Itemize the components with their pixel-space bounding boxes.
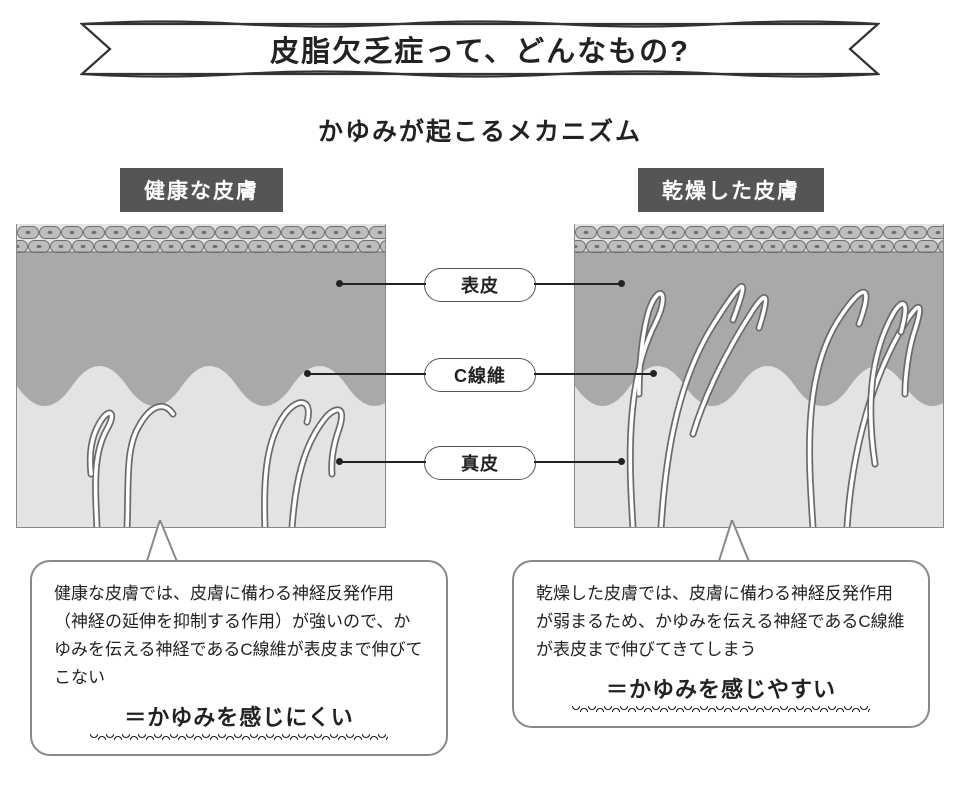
label-epidermis: 表皮 (424, 268, 536, 302)
connector-dot (650, 370, 657, 377)
connector-line (340, 283, 426, 285)
page: 皮脂欠乏症って、どんなもの? かゆみが起こるメカニズム 健康な皮膚 乾燥した皮膚… (0, 0, 960, 792)
column-title-healthy: 健康な皮膚 (120, 168, 283, 212)
callout-dry: 乾燥した皮膚では、皮膚に備わる神経反発作用が弱まるため、かゆみを伝える神経である… (512, 560, 930, 728)
callout-body: 乾燥した皮膚では、皮膚に備わる神経反発作用が弱まるため、かゆみを伝える神経である… (536, 580, 906, 664)
callout-healthy: 健康な皮膚では、皮膚に備わる神経反発作用（神経の延伸を抑制する作用）が強いので、… (30, 560, 448, 756)
connector-dot (304, 370, 311, 377)
connector-line (534, 283, 620, 285)
skin-panel-healthy (16, 224, 386, 528)
connector-line (340, 461, 426, 463)
connector-dot (618, 280, 625, 287)
callout-eq: ＝かゆみを感じにくい (54, 700, 424, 732)
connector-line (308, 373, 426, 375)
callout-eq: ＝かゆみを感じやすい (536, 672, 906, 704)
subtitle: かゆみが起こるメカニズム (0, 112, 960, 148)
page-title: 皮脂欠乏症って、どんなもの? (80, 18, 880, 80)
connector-dot (336, 280, 343, 287)
connector-line (534, 373, 652, 375)
wavy-underline (90, 734, 388, 740)
label-c-fiber: C線維 (424, 358, 536, 392)
callout-body: 健康な皮膚では、皮膚に備わる神経反発作用（神経の延伸を抑制する作用）が強いので、… (54, 580, 424, 692)
connector-line (534, 461, 620, 463)
connector-dot (618, 458, 625, 465)
label-dermis: 真皮 (424, 446, 536, 480)
ribbon-banner: 皮脂欠乏症って、どんなもの? (80, 18, 880, 80)
column-title-dry: 乾燥した皮膚 (638, 168, 824, 212)
skin-panel-dry (574, 224, 944, 528)
connector-dot (336, 458, 343, 465)
wavy-underline (572, 706, 870, 712)
